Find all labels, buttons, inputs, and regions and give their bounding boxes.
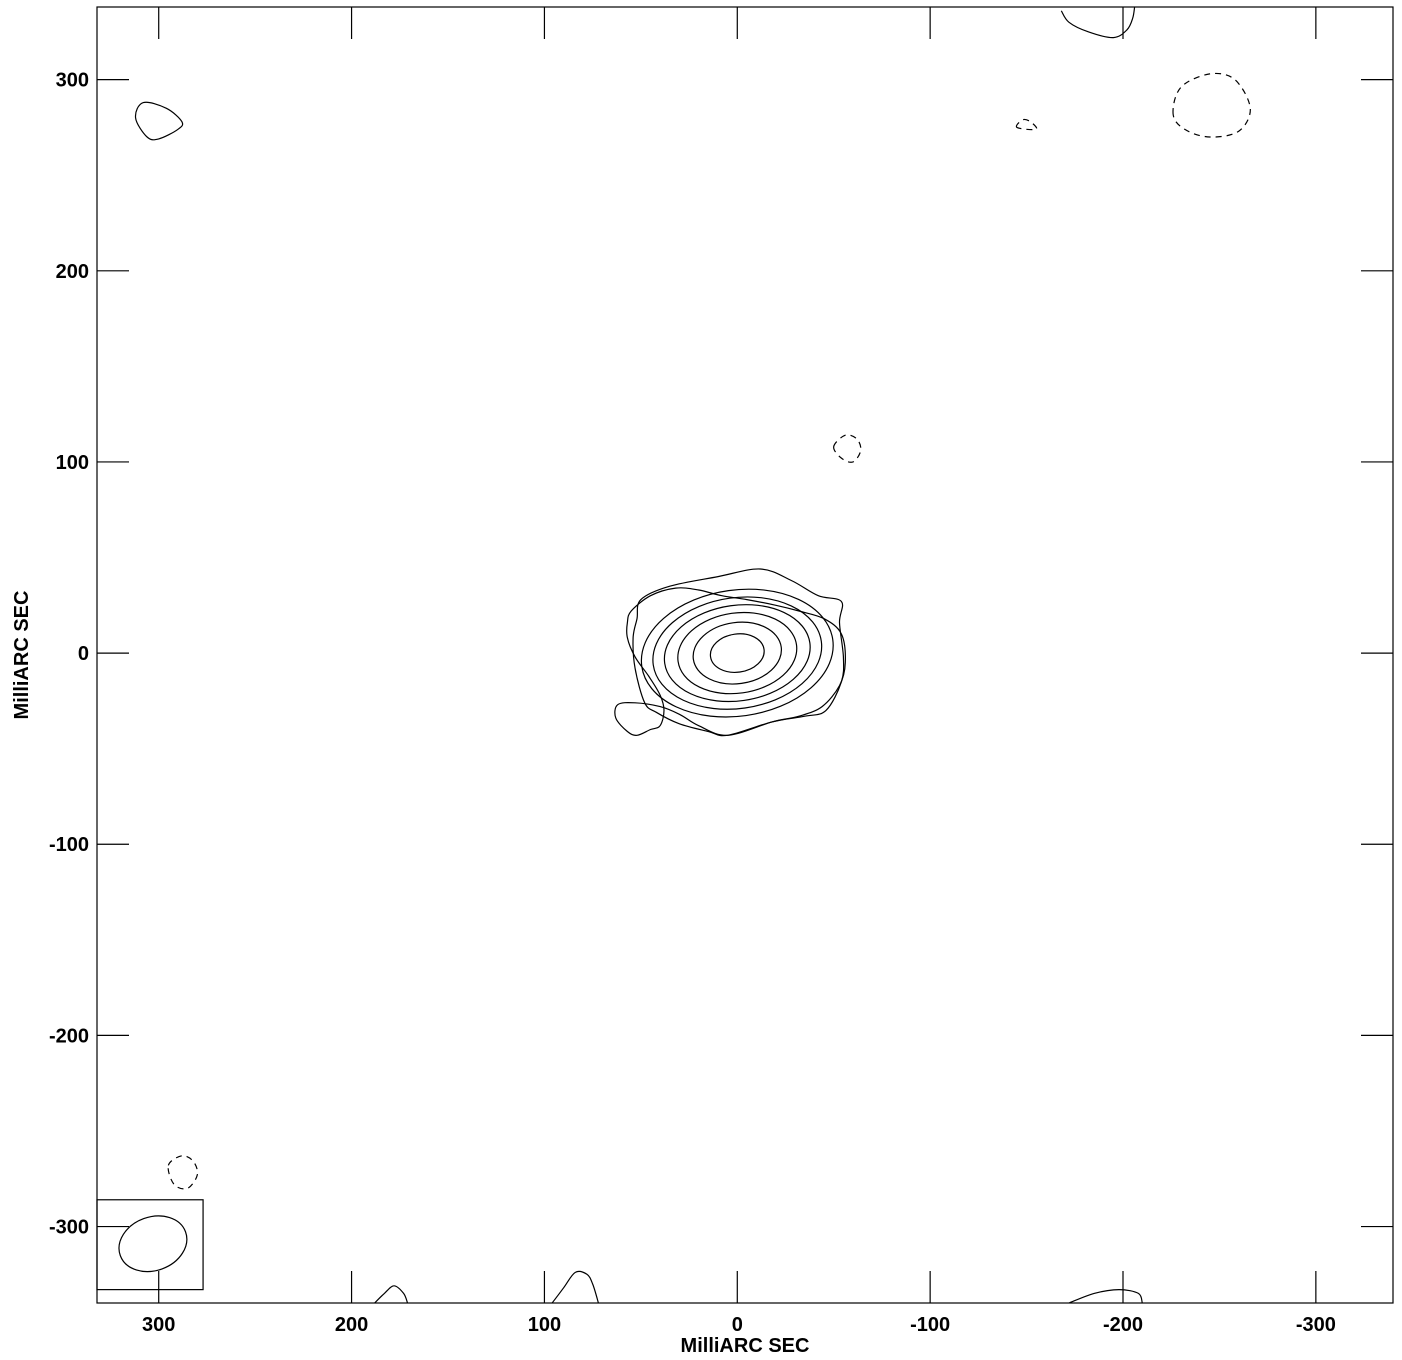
- source-contour-level: [677, 611, 798, 695]
- noise-contour: [551, 1270, 599, 1304]
- noise-contour: [374, 1285, 409, 1304]
- y-axis-label: MilliARC SEC: [11, 591, 33, 720]
- source-contour-level: [632, 568, 845, 737]
- axis-ticks: [97, 7, 1393, 1303]
- source-contour-level: [663, 604, 811, 703]
- y-tick-label: -300: [49, 1217, 89, 1239]
- y-tick-label: 100: [56, 452, 89, 474]
- source-contour-level: [692, 621, 783, 685]
- tick-labels: 300 200 100 0 -100 -200 -300 300 200 100 0 -100 -200…: [49, 70, 1336, 1336]
- negative-noise-contour: [1172, 72, 1251, 138]
- negative-noise-contour: [167, 1155, 199, 1190]
- y-tick-label: 300: [56, 70, 89, 92]
- x-tick-label: 200: [335, 1314, 368, 1336]
- x-tick-label: -200: [1103, 1314, 1143, 1336]
- negative-noise-contour: [833, 434, 862, 463]
- negative-noise-contour: [1015, 118, 1038, 131]
- x-axis-label: MilliARC SEC: [681, 1335, 810, 1357]
- beam-ellipse-group: [96, 1199, 204, 1291]
- source-contour-level: [614, 587, 846, 736]
- x-tick-label: -100: [910, 1314, 950, 1336]
- noise-contour: [1068, 1288, 1143, 1304]
- x-tick-label: 300: [142, 1314, 175, 1336]
- y-tick-label: -200: [49, 1025, 89, 1047]
- source-contour-level: [652, 596, 823, 710]
- source-contour-level: [709, 633, 765, 673]
- y-tick-label: -100: [49, 834, 89, 856]
- y-tick-label: 0: [78, 643, 89, 665]
- contour-lines: [134, 6, 1251, 1304]
- x-tick-label: 0: [732, 1314, 743, 1336]
- noise-contour: [134, 101, 184, 141]
- plot-frame: [96, 6, 1394, 1304]
- beam-box: [96, 1199, 204, 1291]
- x-tick-label: -300: [1296, 1314, 1336, 1336]
- noise-contour: [1060, 6, 1136, 39]
- beam-ellipse: [118, 1215, 188, 1273]
- y-tick-label: 200: [56, 261, 89, 283]
- x-tick-label: 100: [528, 1314, 561, 1336]
